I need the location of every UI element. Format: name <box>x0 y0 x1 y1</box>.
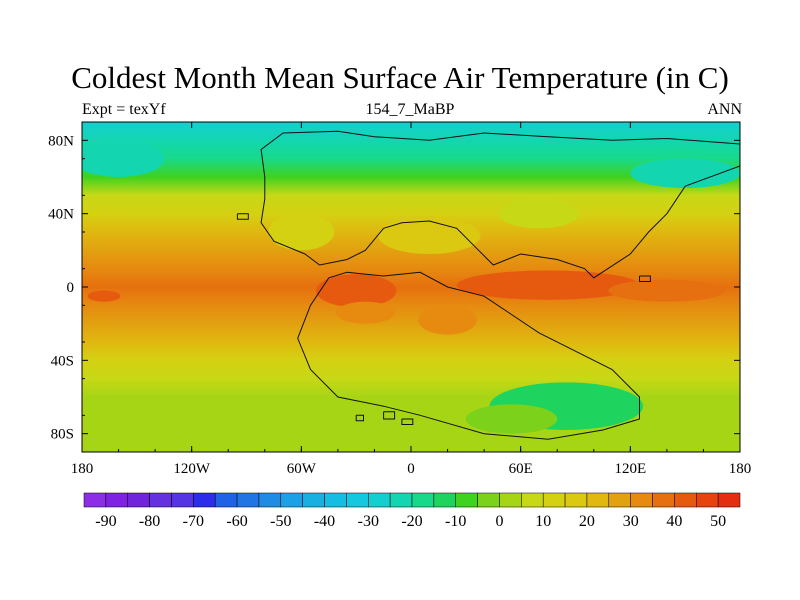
colorbar-label: 50 <box>710 513 726 530</box>
experiment-label: Expt = texYf <box>82 101 166 118</box>
colorbar-label: -50 <box>270 513 291 530</box>
anomaly-region-7 <box>268 213 335 251</box>
colorbar-box <box>433 492 456 508</box>
period-label: 154_7_MaBP <box>365 101 455 118</box>
colorbar-box <box>411 492 435 508</box>
colorbar-box <box>346 492 369 508</box>
colorbar-box <box>477 492 500 508</box>
colorbar-label: -60 <box>226 513 247 530</box>
colorbar-label: -80 <box>139 513 160 530</box>
colorbar-label: 40 <box>666 513 682 530</box>
colorbar-box <box>105 492 128 508</box>
anomaly-region-2 <box>456 270 640 300</box>
anomaly-region-4 <box>87 290 121 302</box>
colorbar-box <box>652 492 675 508</box>
anomaly-region-11 <box>465 404 558 434</box>
southern-landmass-outline <box>297 271 640 440</box>
y-tick-label: 40S <box>51 353 74 369</box>
x-tick-label: 180 <box>729 461 752 477</box>
colorbar-label: -20 <box>401 513 422 530</box>
colorbar-box <box>717 492 741 508</box>
colorbar-label: -10 <box>445 513 466 530</box>
colorbar-box <box>171 492 194 508</box>
colorbar-box <box>674 492 697 508</box>
island-3-outline <box>355 414 364 422</box>
latitude-axis: 80N 40N 0 40S 80S <box>48 121 740 453</box>
y-tick-label: 0 <box>67 280 75 296</box>
colorbar-box <box>236 492 260 508</box>
colorbar-box <box>389 492 413 508</box>
anomaly-region-9 <box>498 199 580 229</box>
colorbar-box <box>324 492 347 508</box>
colorbar-box <box>83 492 107 508</box>
colorbar-box <box>542 492 566 508</box>
colorbar-box <box>368 492 391 508</box>
colorbar-label: 20 <box>579 513 595 530</box>
island-2-outline <box>383 411 396 420</box>
colorbar-box <box>455 492 478 508</box>
x-tick-label: 180 <box>71 461 94 477</box>
colorbar-box <box>586 492 610 508</box>
map-title: Coldest Month Mean Surface Air Temperatu… <box>71 60 729 95</box>
colorbar-label: 0 <box>496 513 504 530</box>
anomaly-region-13 <box>630 158 740 188</box>
x-tick-label: 60W <box>287 461 317 477</box>
colorbar-label: 10 <box>535 513 551 530</box>
colorbar-label: -70 <box>183 513 204 530</box>
colorbar-box <box>258 492 282 508</box>
colorbar-box <box>564 492 588 508</box>
x-tick-label: 0 <box>407 461 415 477</box>
colorbar-box <box>521 492 544 508</box>
x-tick-label: 120E <box>614 461 646 477</box>
anomaly-region-8 <box>378 217 481 255</box>
x-tick-label: 120W <box>173 461 211 477</box>
anomaly-region-6 <box>418 305 477 335</box>
colorbar-box <box>630 492 653 508</box>
anomaly-region-3 <box>608 279 726 302</box>
longitude-axis: 180 120W 60W 0 60E 120E 180 <box>71 122 752 477</box>
colorbar-box <box>214 492 238 508</box>
anomaly-region-5 <box>336 301 395 324</box>
island-4-outline <box>639 275 651 282</box>
island-5-outline <box>401 418 414 425</box>
y-tick-label: 80N <box>48 133 74 149</box>
colorbar-box <box>608 492 631 508</box>
colorbar-box <box>696 492 719 508</box>
northern-landmass-outline <box>260 130 740 279</box>
continent-outlines <box>236 130 740 440</box>
x-tick-label: 60E <box>509 461 533 477</box>
y-tick-label: 80S <box>51 427 74 443</box>
colorbar-label: -90 <box>95 513 116 530</box>
season-label: ANN <box>707 101 742 118</box>
island-1-outline <box>236 213 249 220</box>
colorbar-label: -40 <box>314 513 335 530</box>
anomaly-region-12 <box>82 140 165 177</box>
colorbar-box <box>193 492 216 508</box>
colorbar-box <box>280 492 303 508</box>
colorbar-box <box>499 492 522 508</box>
colorbar-box <box>127 492 150 508</box>
anomaly-region-1 <box>315 274 397 308</box>
colorbar-box <box>302 492 325 508</box>
colorbar-box <box>149 492 172 508</box>
y-tick-label: 40N <box>48 207 74 223</box>
colorbar-label: 30 <box>623 513 639 530</box>
map-plot-area <box>81 121 741 453</box>
colorbar-label: -30 <box>358 513 379 530</box>
colorbar: -90 -80 -70 -60 -50 -40 -30 -20 -10 0 10 20 30 40 50 <box>83 492 741 530</box>
